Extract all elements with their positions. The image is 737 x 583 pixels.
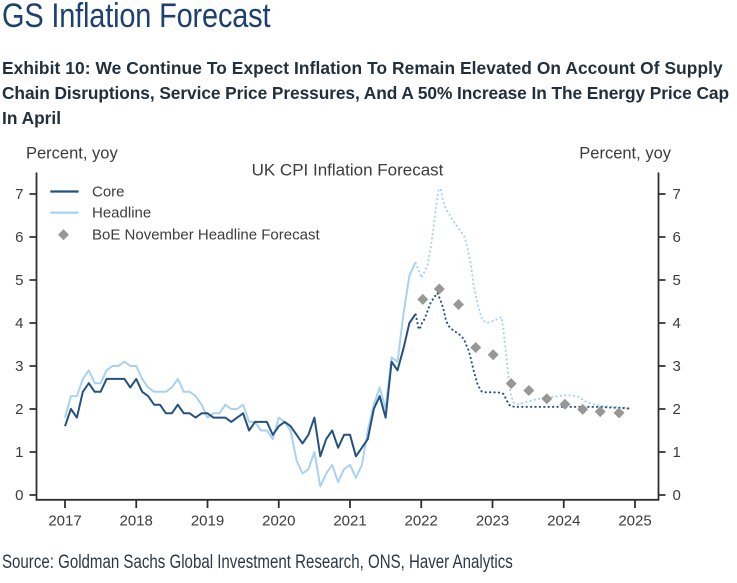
svg-text:6: 6 [15,229,23,246]
svg-text:BoE November Headline Forecast: BoE November Headline Forecast [92,227,320,244]
svg-text:Percent, yoy: Percent, yoy [579,145,671,163]
svg-text:7: 7 [673,186,681,203]
svg-text:2024: 2024 [547,513,580,530]
svg-text:6: 6 [673,229,681,246]
svg-text:3: 3 [15,358,23,375]
svg-text:Headline: Headline [92,204,151,221]
svg-text:2018: 2018 [120,513,153,530]
svg-text:3: 3 [673,358,681,375]
svg-text:2021: 2021 [333,513,366,530]
svg-text:2017: 2017 [48,513,81,530]
svg-text:Core: Core [92,183,125,200]
svg-text:1: 1 [15,444,23,461]
svg-text:5: 5 [673,272,681,289]
svg-text:4: 4 [673,315,681,332]
svg-text:2022: 2022 [405,513,438,530]
svg-text:0: 0 [673,487,681,504]
svg-text:0: 0 [15,487,23,504]
svg-text:2020: 2020 [262,513,295,530]
svg-text:2019: 2019 [191,513,224,530]
svg-text:5: 5 [15,272,23,289]
svg-text:7: 7 [15,186,23,203]
svg-text:2: 2 [673,401,681,418]
svg-text:Percent, yoy: Percent, yoy [26,145,118,163]
svg-text:4: 4 [15,315,23,332]
svg-text:2: 2 [15,401,23,418]
svg-text:1: 1 [673,444,681,461]
svg-text:2023: 2023 [476,513,509,530]
svg-text:2025: 2025 [618,513,651,530]
svg-text:UK CPI Inflation Forecast: UK CPI Inflation Forecast [252,161,444,180]
